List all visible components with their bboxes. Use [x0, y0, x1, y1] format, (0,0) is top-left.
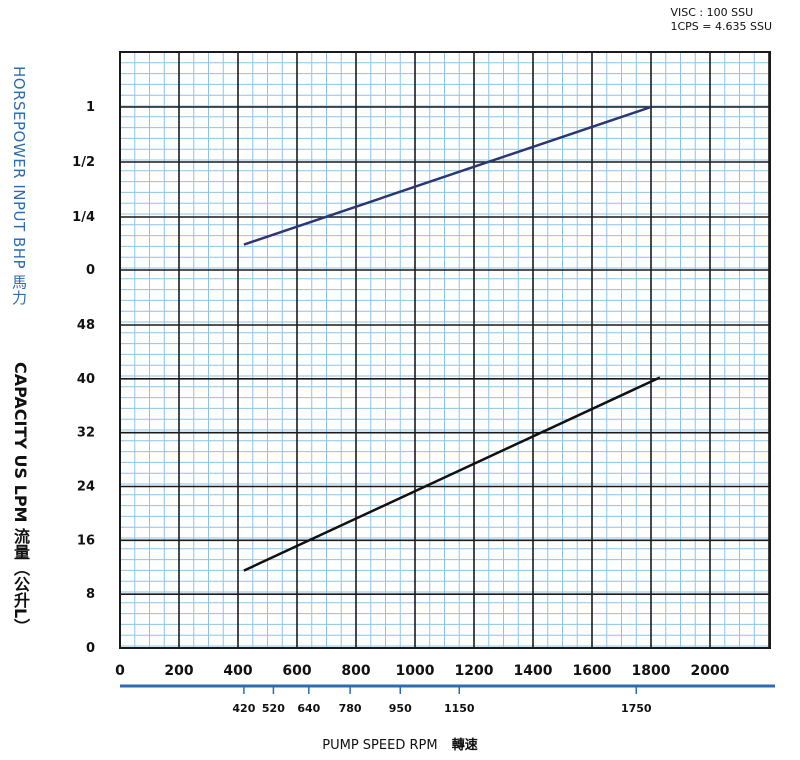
x-axis-title: PUMP SPEED RPM 轉速 [0, 734, 800, 753]
plot-frame [119, 51, 771, 649]
capacity-tick-label: 0 [86, 641, 95, 656]
capacity-line [243, 376, 661, 572]
x-tick-label: 200 [164, 663, 193, 679]
x-axis-title-en: PUMP SPEED RPM [322, 738, 438, 753]
x-tick-label: 600 [282, 663, 311, 679]
secondary-tick-label: 1150 [444, 702, 475, 715]
capacity-tick-label: 24 [77, 480, 95, 495]
capacity-tick-label: 16 [77, 533, 95, 548]
x-tick-label: 400 [223, 663, 252, 679]
horsepower-axis-label: HORSEPOWER INPUT BHP 馬力 [10, 66, 28, 306]
secondary-tick-label: 640 [297, 702, 320, 715]
x-tick-label: 2000 [691, 663, 730, 679]
capacity-tick-label: 8 [86, 587, 95, 602]
capacity-tick-label: 32 [77, 426, 95, 441]
capacity-tick-label: 40 [77, 372, 95, 387]
secondary-tick-label: 1750 [621, 702, 652, 715]
x-tick-label: 0 [115, 663, 125, 679]
hp-tick-label: 1 [86, 100, 95, 115]
viscosity-note: VISC : 100 SSU 1CPS = 4.635 SSU [670, 6, 772, 34]
viscosity-line-2: 1CPS = 4.635 SSU [670, 20, 772, 33]
x-tick-label: 1200 [455, 663, 494, 679]
hp-tick-label: 1/4 [72, 210, 95, 225]
x-tick-label: 1000 [396, 663, 435, 679]
hp-tick-label: 0 [86, 263, 95, 278]
x-tick-label: 1600 [573, 663, 612, 679]
secondary-tick-label: 950 [389, 702, 412, 715]
x-axis-title-cn: 轉速 [451, 738, 478, 753]
x-tick-label: 1400 [514, 663, 553, 679]
x-tick-label: 800 [341, 663, 370, 679]
capacity-axis-label: CAPACITY US LPM 流量（公升L） [11, 362, 30, 635]
capacity-tick-label: 48 [77, 318, 95, 333]
secondary-tick-label: 420 [232, 702, 255, 715]
secondary-tick-label: 520 [262, 702, 285, 715]
viscosity-line-1: VISC : 100 SSU [670, 6, 754, 19]
x-tick-label: 1800 [632, 663, 671, 679]
secondary-tick-label: 780 [339, 702, 362, 715]
hp-tick-label: 1/2 [72, 155, 95, 170]
horsepower-line [243, 105, 652, 246]
